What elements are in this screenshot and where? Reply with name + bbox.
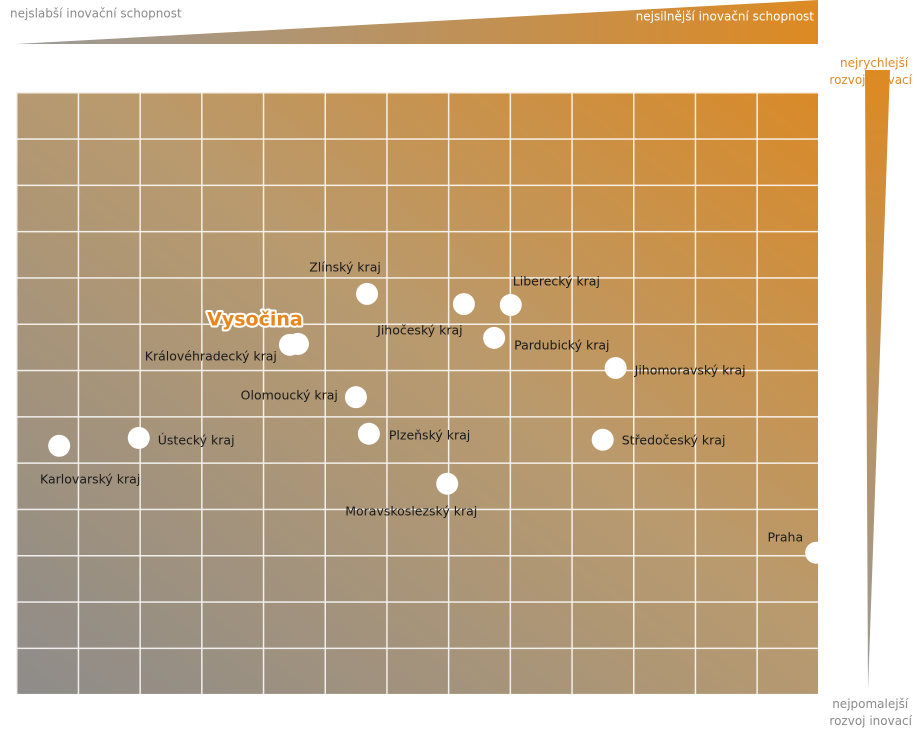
point-label: Jihočeský kraj (376, 323, 462, 338)
point-label: Jihomoravský kraj (634, 362, 746, 377)
points: Zlínský kraj Jihočeský kraj Liberecký kraj… (40, 259, 828, 564)
point (591, 428, 614, 451)
point (48, 434, 71, 457)
point-label: Praha (767, 529, 803, 544)
point (356, 282, 379, 305)
point (436, 472, 459, 495)
right-wedge (865, 70, 890, 690)
point-label: Karlovarský kraj (40, 471, 140, 486)
point-label: Středočeský kraj (622, 432, 726, 447)
point-label: Zlínský kraj (309, 259, 381, 274)
point (483, 326, 506, 349)
point (127, 426, 150, 449)
annotation: nejsilnější inovační schopnost (636, 10, 815, 24)
annotation: nejpomalejší rozvoj inovací (829, 697, 912, 728)
point-label: Liberecký kraj (513, 274, 600, 289)
point (805, 541, 828, 564)
annotation-line: nejpomalejší (832, 697, 909, 711)
annotation-line: rozvoj inovací (829, 714, 912, 728)
point-label: Plzeňský kraj (389, 427, 470, 442)
point (344, 386, 367, 409)
point-label: Moravskoslezský kraj (345, 503, 477, 518)
point (604, 356, 627, 379)
annotation: nejslabší inovační schopnost (10, 7, 182, 21)
grid (16, 92, 818, 694)
annotation-line: nejrychlejší (840, 56, 909, 70)
point (452, 293, 475, 316)
top-wedge (16, 0, 818, 44)
point-label: Olomoucký kraj (241, 388, 338, 403)
point (499, 294, 522, 317)
annotation-line: rozvoj inovací (829, 73, 912, 87)
point (357, 422, 380, 445)
annotation: nejrychlejší rozvoj inovací (829, 56, 912, 87)
point-label: Královéhradecký kraj (145, 348, 277, 363)
point-label: Pardubický kraj (514, 337, 609, 352)
highlight-label: Vysočina (207, 308, 303, 330)
point-label: Ústecký kraj (158, 432, 235, 447)
point (278, 333, 301, 356)
